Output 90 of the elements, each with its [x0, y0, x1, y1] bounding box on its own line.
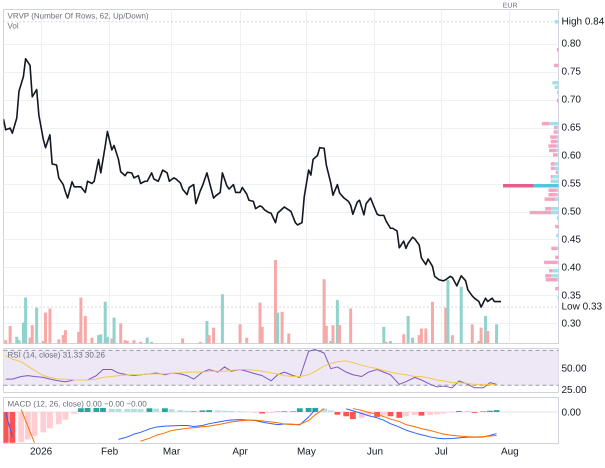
x-tick-label: Mar: [162, 446, 181, 458]
bar: [338, 325, 342, 344]
bar: [495, 324, 498, 344]
bar: [554, 64, 558, 68]
x-tick-label: Apr: [232, 446, 249, 458]
bar: [450, 335, 454, 344]
y-tick-label: 0.75: [562, 66, 582, 78]
bar: [470, 324, 474, 344]
bar: [24, 298, 28, 344]
y-tick-label: 0.70: [562, 94, 582, 106]
x-tick-label: Feb: [101, 446, 119, 458]
bar: [554, 20, 558, 24]
bar: [552, 153, 558, 157]
bar: [181, 338, 184, 344]
bar: [544, 197, 556, 201]
bar: [554, 126, 557, 130]
bar: [402, 334, 406, 344]
bar: [486, 330, 490, 344]
x-tick-label: May: [296, 446, 316, 458]
bar: [44, 312, 48, 344]
y-tick-label: 0.30: [562, 318, 582, 330]
bar: [551, 246, 558, 250]
line-series: [4, 58, 502, 308]
bar: [388, 340, 392, 344]
bar: [90, 338, 94, 344]
bar: [546, 278, 558, 282]
bar: [238, 324, 242, 344]
bar: [555, 224, 558, 228]
bar: [276, 312, 280, 344]
bar: [57, 339, 60, 344]
bar: [35, 308, 38, 344]
y-tick-label: 0.60: [562, 150, 582, 162]
bar: [146, 338, 149, 344]
chart-title: MACD (12, 26, close) 0.00 −0.00 −0.00: [8, 400, 148, 408]
bar: [245, 338, 248, 344]
y-tick-label: 0.80: [562, 38, 582, 50]
x-tick-label: 2026: [30, 446, 53, 458]
y-tick-label: 25.00: [562, 385, 587, 396]
bar: [549, 148, 556, 152]
x-tick-label: Jul: [434, 446, 448, 458]
bar: [64, 330, 67, 344]
bar: [430, 302, 434, 344]
bar: [424, 328, 428, 344]
x-tick-label: Aug: [500, 446, 519, 458]
bar: [460, 286, 463, 344]
bar: [287, 333, 290, 344]
y-tick-label: 0.65: [562, 122, 582, 134]
bar: [551, 206, 558, 210]
bar: [322, 279, 326, 344]
bar: [555, 197, 558, 201]
bar: [112, 318, 116, 344]
annotation: Vol: [8, 22, 19, 30]
x-tick-label: Jun: [366, 446, 384, 458]
y-tick-label: 0.35: [562, 290, 582, 302]
bar: [554, 162, 558, 166]
bar: [534, 184, 558, 188]
bar: [220, 294, 224, 344]
bar: [30, 325, 34, 344]
bar: [48, 308, 52, 344]
bar: [503, 184, 534, 188]
bar: [331, 325, 334, 344]
bar: [550, 140, 557, 144]
bar: [104, 302, 107, 344]
bar: [555, 286, 558, 290]
bar: [480, 328, 483, 344]
bar: [551, 210, 558, 214]
bar: [542, 122, 550, 126]
ref-line-label: High 0.84: [562, 16, 605, 28]
y-tick-label: 0.45: [562, 234, 582, 246]
bar: [406, 316, 410, 344]
bar: [349, 308, 352, 344]
bar: [382, 326, 386, 344]
bar: [550, 162, 555, 166]
bar: [446, 280, 450, 344]
bar: [530, 210, 552, 214]
bar: [126, 340, 129, 344]
bar: [132, 340, 136, 344]
ref-line-label: Low 0.33: [562, 302, 603, 313]
y-tick-label: 0.55: [562, 178, 582, 190]
bar: [549, 122, 558, 126]
line-series: [5, 349, 498, 388]
y-tick-label: 0.40: [562, 262, 582, 274]
annotation: VRVP (Number Of Rows, 62, Up/Down): [8, 12, 149, 20]
ref-line-label: 0.00: [562, 407, 582, 418]
bar: [552, 81, 558, 85]
bar: [280, 312, 284, 344]
y-tick-label: 0.50: [562, 206, 582, 218]
bar: [119, 323, 122, 344]
chart-title: RSI (14, close) 31.33 30.26: [8, 350, 106, 360]
y-tick-label: 50.00: [562, 363, 587, 374]
